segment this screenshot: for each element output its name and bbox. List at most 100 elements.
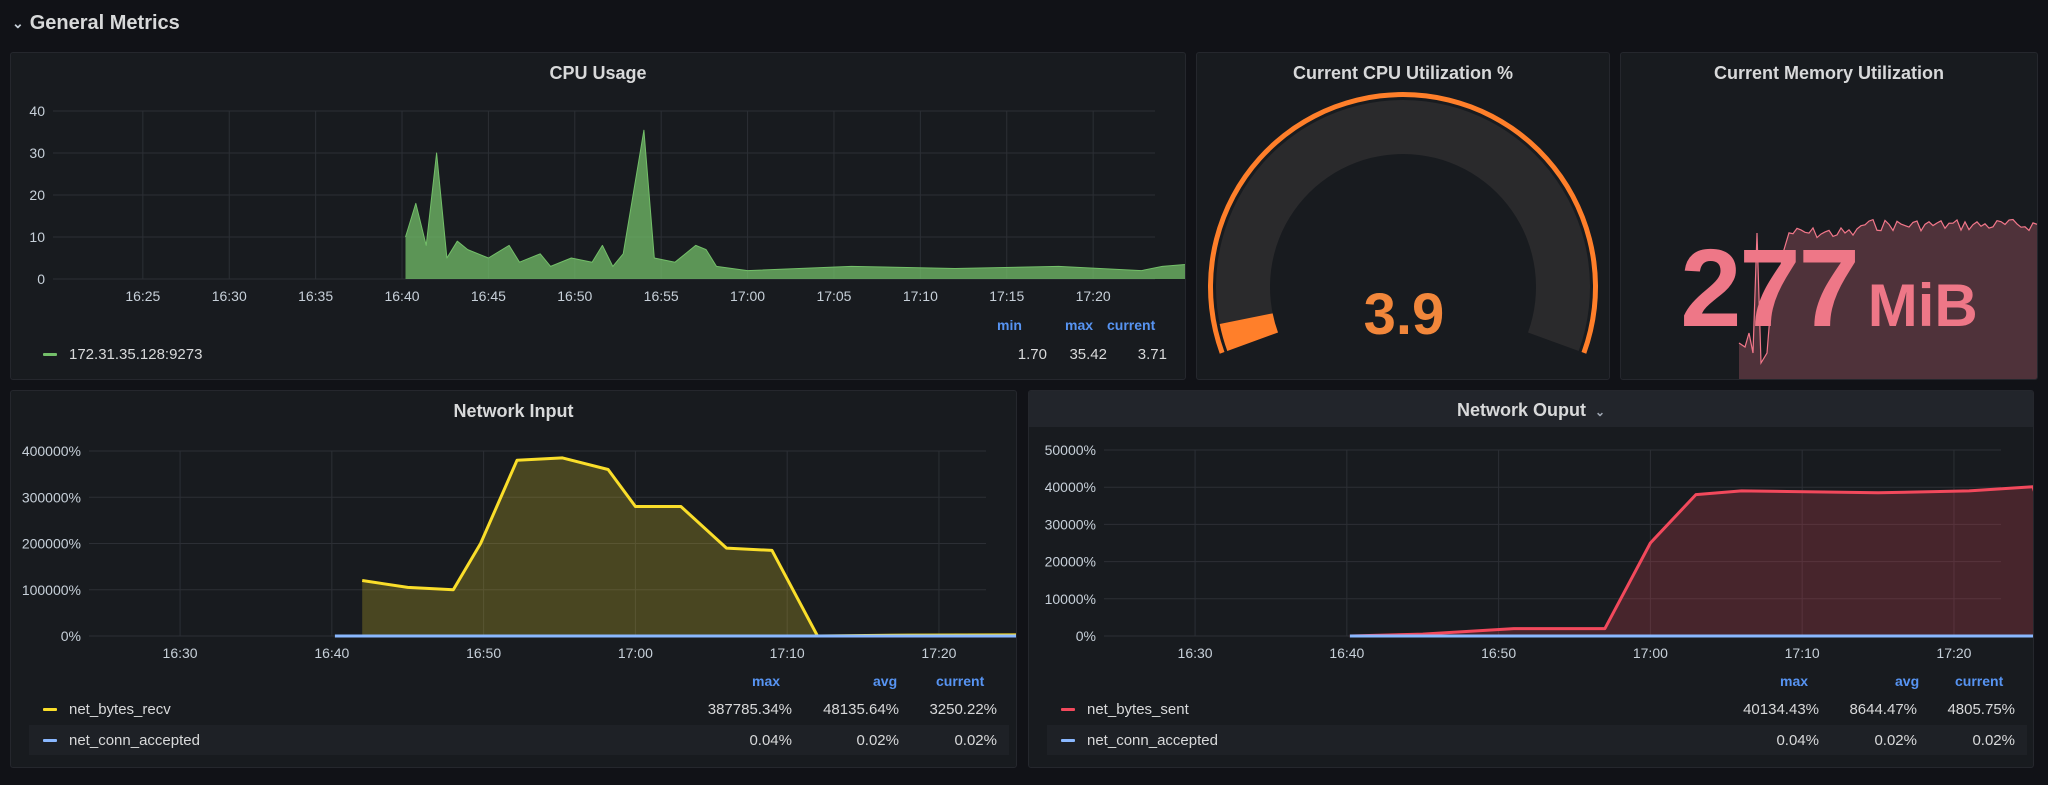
sparkline-area xyxy=(1739,219,2037,379)
series-max: 387785.34% xyxy=(707,700,792,718)
cpu-usage-chart: 0 10 20 30 40 16:25 16:30 16:35 16:40 16:45 16:50 1… xyxy=(29,103,1185,304)
x-tick-label: 16:55 xyxy=(644,288,679,304)
legend-header-current[interactable]: current xyxy=(936,673,985,689)
chevron-down-icon[interactable]: ⌄ xyxy=(12,14,24,31)
y-tick-label: 10000% xyxy=(1045,591,1096,607)
x-tick-label: 16:25 xyxy=(125,288,160,304)
y-tick-label: 40000% xyxy=(1045,479,1096,495)
series-current: 0.02% xyxy=(1972,731,2015,749)
x-tick-label: 17:00 xyxy=(730,288,765,304)
y-tick-label: 400000% xyxy=(22,443,81,459)
x-tick-label: 17:10 xyxy=(903,288,938,304)
x-tick-label: 17:20 xyxy=(1076,288,1111,304)
cpu-usage-title[interactable]: CPU Usage xyxy=(549,63,647,83)
y-tick-label: 200000% xyxy=(22,536,81,552)
legend-row[interactable]: net_bytes_recv 387785.34% 48135.64% 3250… xyxy=(29,694,1009,724)
legend-header-max[interactable]: max xyxy=(752,673,781,689)
series-area xyxy=(1349,486,2033,636)
x-tick-label: 17:10 xyxy=(770,645,805,661)
x-tick-label: 16:50 xyxy=(557,288,592,304)
sparkline-line xyxy=(1738,218,2037,366)
y-tick-label: 300000% xyxy=(22,489,81,505)
x-tick-label: 16:40 xyxy=(384,288,419,304)
series-current: 3250.22% xyxy=(929,700,997,718)
series-avg: 8644.47% xyxy=(1849,700,1917,718)
net-in-panel: Network Input 0% 100000% 200000% 300000% 400… xyxy=(10,390,1017,768)
y-tick-label: 0% xyxy=(1076,628,1096,644)
y-tick-label: 0% xyxy=(61,628,81,644)
series-name: net_bytes_sent xyxy=(1087,700,1189,718)
legend-header-min[interactable]: min xyxy=(997,317,1022,333)
legend-header-max[interactable]: max xyxy=(1065,317,1094,333)
x-tick-label: 16:30 xyxy=(163,645,198,661)
legend-header-avg[interactable]: avg xyxy=(873,673,898,689)
mem-value-number: 277 xyxy=(1680,227,1860,350)
legend-header-avg[interactable]: avg xyxy=(1895,673,1920,689)
x-tick-label: 17:00 xyxy=(618,645,653,661)
series-min: 1.70 xyxy=(1017,345,1047,363)
series-name: net_bytes_recv xyxy=(69,700,171,718)
series-max: 0.04% xyxy=(749,731,792,749)
x-tick-label: 16:40 xyxy=(314,645,349,661)
mem-sparkline xyxy=(1738,218,2037,379)
x-tick-label: 17:00 xyxy=(1633,645,1668,661)
series-avg: 0.02% xyxy=(1874,731,1917,749)
cpu-util-title[interactable]: Current CPU Utilization % xyxy=(1292,63,1513,83)
series-area xyxy=(405,130,1185,279)
x-tick-label: 16:35 xyxy=(298,288,333,304)
series-line xyxy=(405,129,1185,272)
legend-header-current[interactable]: current xyxy=(1955,673,2004,689)
series-current: 3.71 xyxy=(1137,345,1167,363)
legend-header-current[interactable]: current xyxy=(1107,317,1156,333)
series-area xyxy=(362,457,1016,636)
y-tick-label: 40 xyxy=(29,103,45,119)
series-max: 35.42 xyxy=(1069,345,1107,363)
legend-row[interactable]: 172.31.35.128:9273 1.70 35.42 3.71 xyxy=(43,339,1167,369)
x-tick-label: 17:10 xyxy=(1785,645,1820,661)
series-color-swatch xyxy=(43,352,57,356)
series-name: net_conn_accepted xyxy=(1087,731,1218,749)
x-tick-label: 17:20 xyxy=(921,645,956,661)
net-in-title[interactable]: Network Input xyxy=(453,401,574,421)
net-in-chart: 0% 100000% 200000% 300000% 400000% 16:30 16:40… xyxy=(22,443,1016,661)
x-tick-label: 17:20 xyxy=(1936,645,1971,661)
legend-row[interactable]: net_conn_accepted 0.04% 0.02% 0.02% xyxy=(29,725,1009,755)
mem-util-panel: Current Memory Utilization 277 MiB xyxy=(1620,52,2038,380)
x-tick-label: 17:15 xyxy=(989,288,1024,304)
x-tick-label: 16:50 xyxy=(1481,645,1516,661)
net-out-chart: 0% 10000% 20000% 30000% 40000% 50000% 16:30 16:… xyxy=(1045,442,2033,661)
y-tick-label: 100000% xyxy=(22,582,81,598)
cpu-util-gauge xyxy=(1208,91,1598,354)
net-out-title-row[interactable]: Network Ouput ⌄ xyxy=(1029,391,2033,427)
series-name: 172.31.35.128:9273 xyxy=(69,345,203,363)
gauge-fill xyxy=(1219,313,1279,351)
mem-util-title[interactable]: Current Memory Utilization xyxy=(1713,63,1945,83)
x-tick-label: 17:05 xyxy=(816,288,851,304)
series-avg: 48135.64% xyxy=(823,700,899,718)
legend-row[interactable]: net_conn_accepted 0.04% 0.02% 0.02% xyxy=(1047,725,2027,755)
x-tick-label: 16:30 xyxy=(212,288,247,304)
cpu-usage-panel: CPU Usage 0 10 20 30 40 16:25 16:30 16:35 16:40 1… xyxy=(10,52,1186,380)
y-tick-label: 20000% xyxy=(1045,554,1096,570)
net-out-title[interactable]: Network Ouput xyxy=(1456,400,1586,420)
series-max: 0.04% xyxy=(1776,731,1819,749)
row-header[interactable]: ⌄ General Metrics xyxy=(12,8,180,38)
series-line xyxy=(361,456,1016,638)
series-color-swatch xyxy=(1061,738,1075,742)
chevron-down-icon[interactable]: ⌄ xyxy=(1594,405,1606,419)
y-tick-label: 10 xyxy=(29,229,45,245)
series-current: 0.02% xyxy=(954,731,997,749)
y-tick-label: 20 xyxy=(29,187,45,203)
series-avg: 0.02% xyxy=(856,731,899,749)
series-color-swatch xyxy=(43,707,57,711)
x-tick-label: 16:50 xyxy=(466,645,501,661)
series-name: net_conn_accepted xyxy=(69,731,200,749)
series-color-swatch xyxy=(1061,707,1075,711)
x-tick-label: 16:45 xyxy=(471,288,506,304)
mem-value-unit: MiB xyxy=(1867,272,1978,339)
gauge-track xyxy=(1216,100,1590,351)
series-line xyxy=(1349,485,2033,638)
legend-header-max[interactable]: max xyxy=(1780,673,1809,689)
y-tick-label: 0 xyxy=(37,271,45,287)
legend-row[interactable]: net_bytes_sent 40134.43% 8644.47% 4805.7… xyxy=(1047,694,2027,724)
